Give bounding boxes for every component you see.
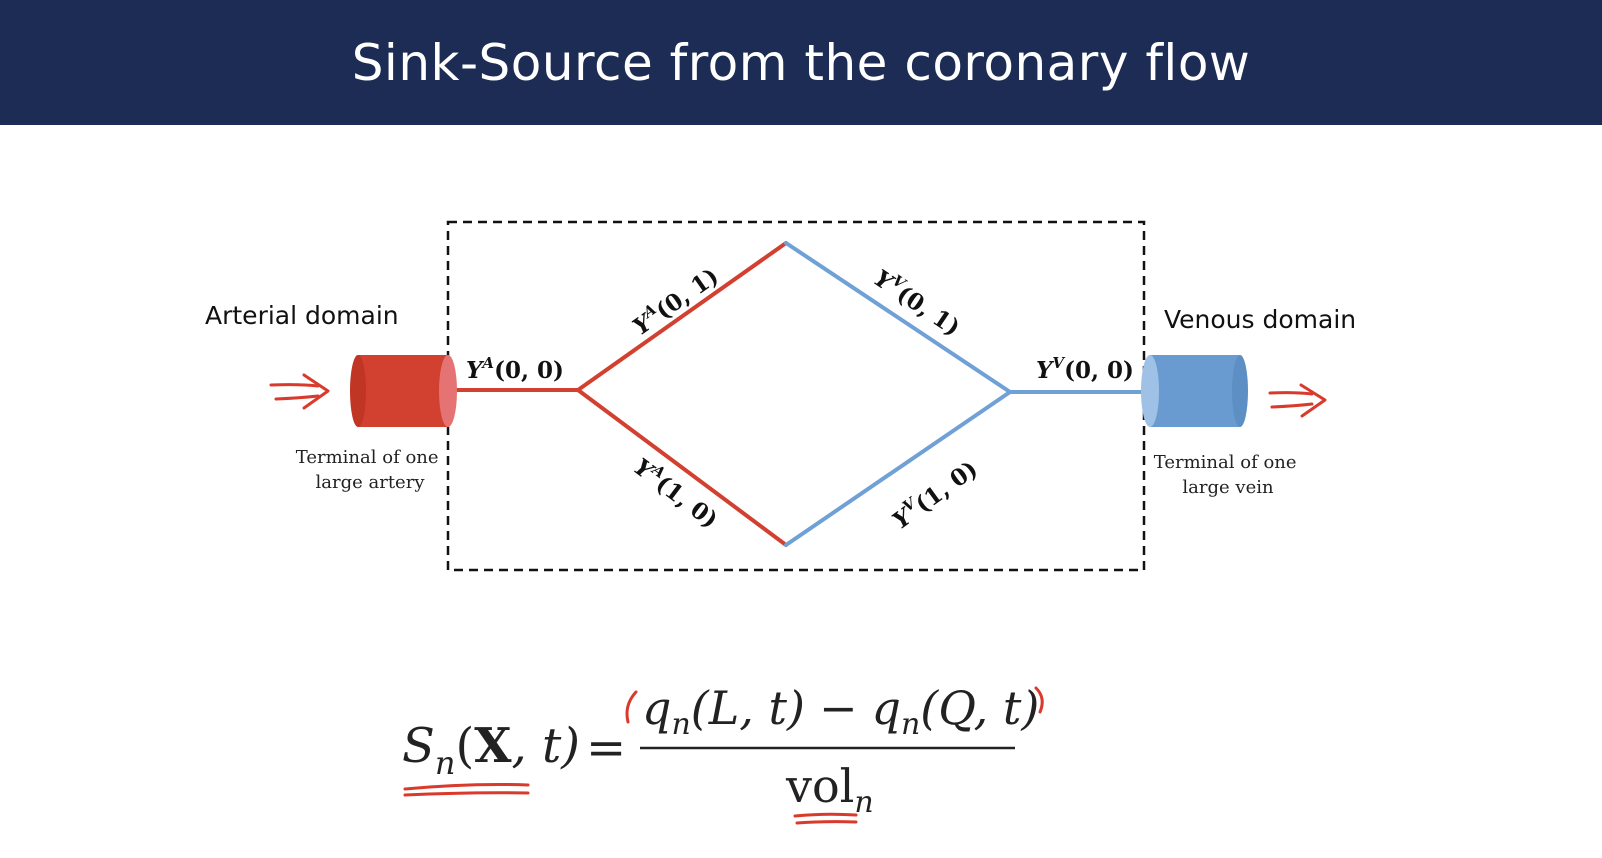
right-paren-annotation	[1034, 686, 1044, 714]
eq-lhs-open: (	[456, 718, 475, 774]
eq-lhs-s: S	[402, 718, 435, 774]
microcirculation-box	[446, 220, 1146, 572]
eq-lhs-x: X	[474, 718, 512, 774]
eq-num-q2-args: (Q, t)	[920, 681, 1039, 735]
eq-num-q1-args: (L, t)	[691, 681, 805, 735]
left-paren-annotation	[625, 690, 638, 724]
svg-text:Sn(X, t): Sn(X, t)	[402, 718, 580, 782]
eq-num-q1: q	[642, 681, 671, 735]
venous-domain-label: Venous domain	[1164, 305, 1356, 334]
edge-label-ya01: YA(0, 1)	[626, 260, 723, 341]
eq-lhs-rest: , t)	[511, 718, 580, 774]
slide-title: Sink-Source from the coronary flow	[351, 33, 1251, 92]
eq-lhs-sub: n	[435, 744, 456, 782]
arterial-domain-label: Arterial domain	[205, 301, 399, 330]
svg-text:Terminal of one large vein: Terminal of one large vein	[1154, 452, 1303, 498]
edge-ya10	[576, 388, 788, 547]
eq-equals: =	[586, 720, 626, 776]
edge-label-ya00: YA(0, 0)	[466, 354, 564, 384]
edge-yv10	[784, 390, 1012, 547]
vein-caption-line2: large vein	[1182, 477, 1274, 498]
edge-label-yv00: YV(0, 0)	[1036, 354, 1134, 384]
eq-den-sub: n	[854, 785, 873, 820]
title-bar: Sink-Source from the coronary flow	[0, 0, 1602, 125]
svg-text:Terminal of one large arte: Terminal of one large artery	[296, 447, 445, 493]
svg-text:voln: voln	[785, 759, 874, 820]
eq-den-vol: vol	[785, 759, 854, 813]
sink-source-equation: Sn(X, t) = qn(L, t) − qn(Q, t) voln	[402, 681, 1039, 820]
eq-num-minus: −	[819, 681, 858, 735]
edge-ya01	[576, 241, 788, 392]
artery-caption-line1: Terminal of one	[296, 447, 439, 468]
vein-terminal-cylinder	[1141, 355, 1248, 427]
svg-text:qn(L, t)−qn(Q, t): qn(L, t) − qn(Q, t)	[642, 681, 1039, 742]
artery-caption-line2: large artery	[316, 472, 426, 493]
lhs-underline-annotation	[403, 783, 530, 797]
artery-terminal-cylinder	[350, 355, 457, 427]
denominator-underline-annotation	[793, 812, 858, 825]
eq-num-q2-sub: n	[901, 707, 920, 742]
inflow-arrow-icon	[269, 373, 330, 410]
vein-caption-line1: Terminal of one	[1154, 452, 1297, 473]
eq-num-q1-sub: n	[671, 707, 690, 742]
edge-yv01	[784, 241, 1012, 394]
outflow-arrow-icon	[1268, 383, 1327, 418]
eq-num-q2: q	[872, 681, 901, 735]
